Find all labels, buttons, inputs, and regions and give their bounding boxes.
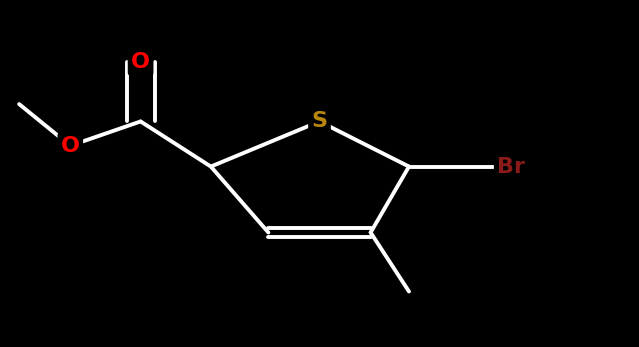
Text: Br: Br	[497, 156, 525, 177]
Text: O: O	[61, 136, 80, 156]
Text: O: O	[131, 52, 150, 73]
Text: S: S	[311, 111, 328, 132]
